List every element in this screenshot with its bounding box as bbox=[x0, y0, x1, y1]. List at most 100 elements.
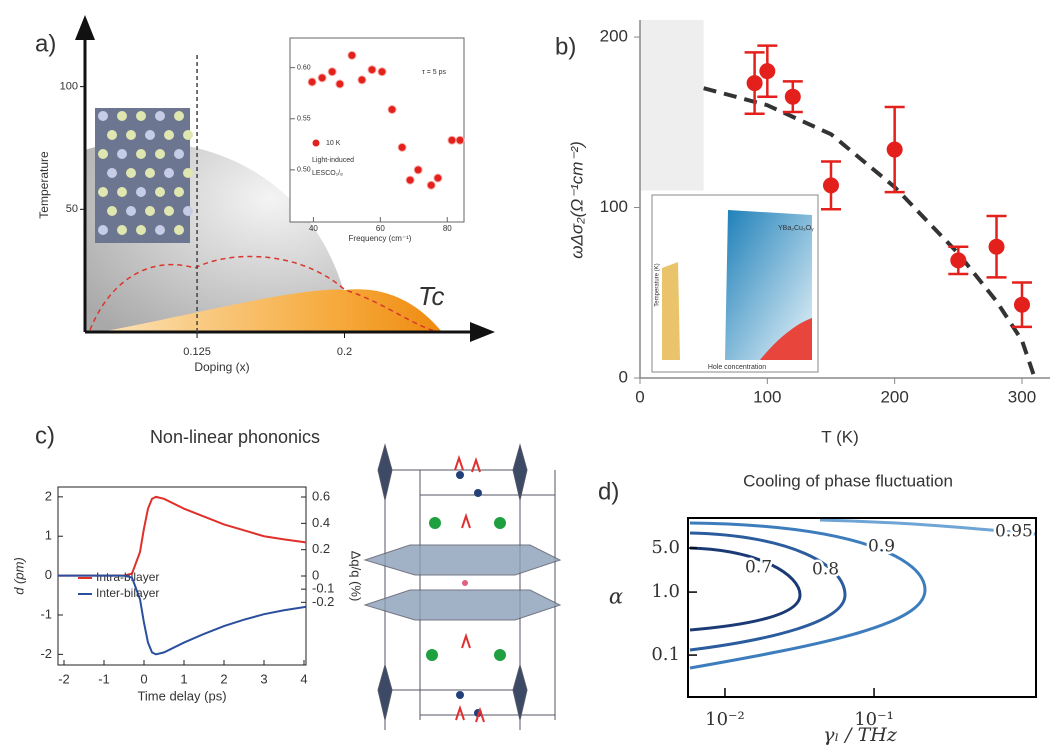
atom bbox=[494, 649, 506, 661]
lattice-atom bbox=[117, 149, 127, 159]
point bbox=[455, 135, 465, 145]
lattice-atom bbox=[126, 130, 136, 140]
inset-frame bbox=[289, 37, 465, 223]
point bbox=[335, 79, 345, 89]
x-tick-label: 10⁻² bbox=[705, 709, 745, 730]
y-tick-label: 5.0 bbox=[651, 537, 680, 558]
atom bbox=[426, 649, 438, 661]
y-tick-label: -1 bbox=[40, 606, 52, 621]
y-axis-label: d (pm) bbox=[11, 557, 26, 595]
chart-title: Cooling of phase fluctuation bbox=[743, 471, 953, 490]
x-tick-label: 300 bbox=[1008, 387, 1036, 406]
y2-tick-label: -0.1 bbox=[312, 581, 334, 596]
y-tick-label: 0 bbox=[619, 367, 628, 386]
y-tick-label: 0.55 bbox=[297, 116, 311, 123]
lattice-atom bbox=[98, 111, 108, 121]
x-tick-label: 0 bbox=[635, 387, 644, 406]
axis-arrow bbox=[470, 322, 495, 342]
y-tick-label: -2 bbox=[40, 646, 52, 661]
y2-tick-label: 0.6 bbox=[312, 488, 330, 503]
plane bbox=[363, 589, 562, 621]
lattice-atom bbox=[126, 168, 136, 178]
lattice-atom bbox=[174, 111, 184, 121]
x-tick-label: 0.2 bbox=[337, 346, 352, 358]
point bbox=[357, 75, 367, 85]
point bbox=[822, 177, 839, 194]
panel-label: b) bbox=[555, 33, 576, 60]
legend-marker bbox=[312, 139, 320, 147]
x-tick-label: -1 bbox=[98, 671, 110, 686]
y-tick-label: 100 bbox=[600, 197, 628, 216]
x-tick-label: 10⁻¹ bbox=[854, 709, 894, 730]
atom bbox=[474, 489, 482, 497]
y-tick-label: 0.60 bbox=[297, 64, 311, 71]
y-tick-label: 2 bbox=[45, 488, 52, 503]
x-axis-label: Frequency (cm⁻¹) bbox=[349, 234, 412, 243]
lattice-atom bbox=[183, 206, 193, 216]
x-tick-label: 0 bbox=[140, 671, 147, 686]
annotation: YBa₂Cu₃Oᵧ bbox=[778, 225, 814, 232]
x-tick-label: 40 bbox=[309, 224, 318, 233]
point bbox=[447, 135, 457, 145]
lattice-atom bbox=[136, 111, 146, 121]
contour-label: 0.7 bbox=[745, 558, 772, 578]
lattice-atom bbox=[155, 111, 165, 121]
y-axis-label: ωΔσ₂(Ω⁻¹cm⁻²) bbox=[567, 141, 586, 259]
y-tick-label: 1.0 bbox=[651, 581, 680, 602]
x-tick-label: 200 bbox=[880, 387, 908, 406]
lattice-atom bbox=[136, 187, 146, 197]
chart-title: Non-linear phononics bbox=[150, 427, 320, 447]
lattice-atom bbox=[136, 225, 146, 235]
lattice-atom bbox=[164, 206, 174, 216]
inset-region bbox=[725, 210, 812, 360]
lattice-atom bbox=[174, 225, 184, 235]
x-tick-label: 2 bbox=[220, 671, 227, 686]
atom bbox=[494, 517, 506, 529]
panel-label: a) bbox=[35, 30, 56, 57]
point bbox=[397, 142, 407, 152]
superconducting-dome bbox=[100, 289, 442, 332]
y-tick-label: 200 bbox=[600, 27, 628, 46]
charge-order-curve bbox=[89, 255, 441, 333]
contour-line bbox=[689, 531, 847, 652]
data-line bbox=[58, 495, 307, 577]
x-tick-label: 3 bbox=[260, 671, 267, 686]
contour-label: 0.9 bbox=[868, 537, 895, 557]
atom bbox=[456, 471, 464, 479]
point bbox=[886, 141, 903, 158]
point bbox=[387, 105, 397, 115]
octahedra bbox=[377, 443, 528, 721]
contour-label: 0.8 bbox=[812, 560, 839, 580]
lattice-atom bbox=[98, 187, 108, 197]
lattice-atom bbox=[145, 206, 155, 216]
y-tick-label: 50 bbox=[66, 203, 78, 215]
x-axis-label: γₗ / THz bbox=[823, 724, 898, 746]
data-line bbox=[58, 574, 307, 656]
point bbox=[433, 173, 443, 183]
lattice-atom bbox=[155, 187, 165, 197]
lattice-atom bbox=[98, 225, 108, 235]
contours bbox=[689, 518, 1036, 670]
panel-label: d) bbox=[598, 478, 619, 505]
displacement-arrows bbox=[454, 454, 485, 723]
point bbox=[759, 63, 776, 80]
y-axis-label: α bbox=[609, 585, 623, 609]
y-tick-label: 0.1 bbox=[651, 644, 680, 665]
x-tick-label: 60 bbox=[376, 224, 385, 233]
annotation: Light-induced bbox=[312, 157, 354, 164]
point bbox=[784, 88, 801, 105]
y2-tick-label: -0.2 bbox=[312, 594, 334, 609]
legend-label: 10 K bbox=[326, 140, 341, 147]
contour-label: 0.95 bbox=[995, 522, 1033, 542]
lattice-atom bbox=[126, 206, 136, 216]
x-tick-label: 100 bbox=[753, 387, 781, 406]
x-axis-label: Time delay (ps) bbox=[137, 688, 226, 703]
point bbox=[347, 50, 357, 60]
lattice-atom bbox=[145, 168, 155, 178]
y-tick-label: 100 bbox=[60, 81, 78, 93]
lattice-atom bbox=[98, 149, 108, 159]
atom bbox=[462, 580, 468, 586]
x-tick-label: 1 bbox=[180, 671, 187, 686]
